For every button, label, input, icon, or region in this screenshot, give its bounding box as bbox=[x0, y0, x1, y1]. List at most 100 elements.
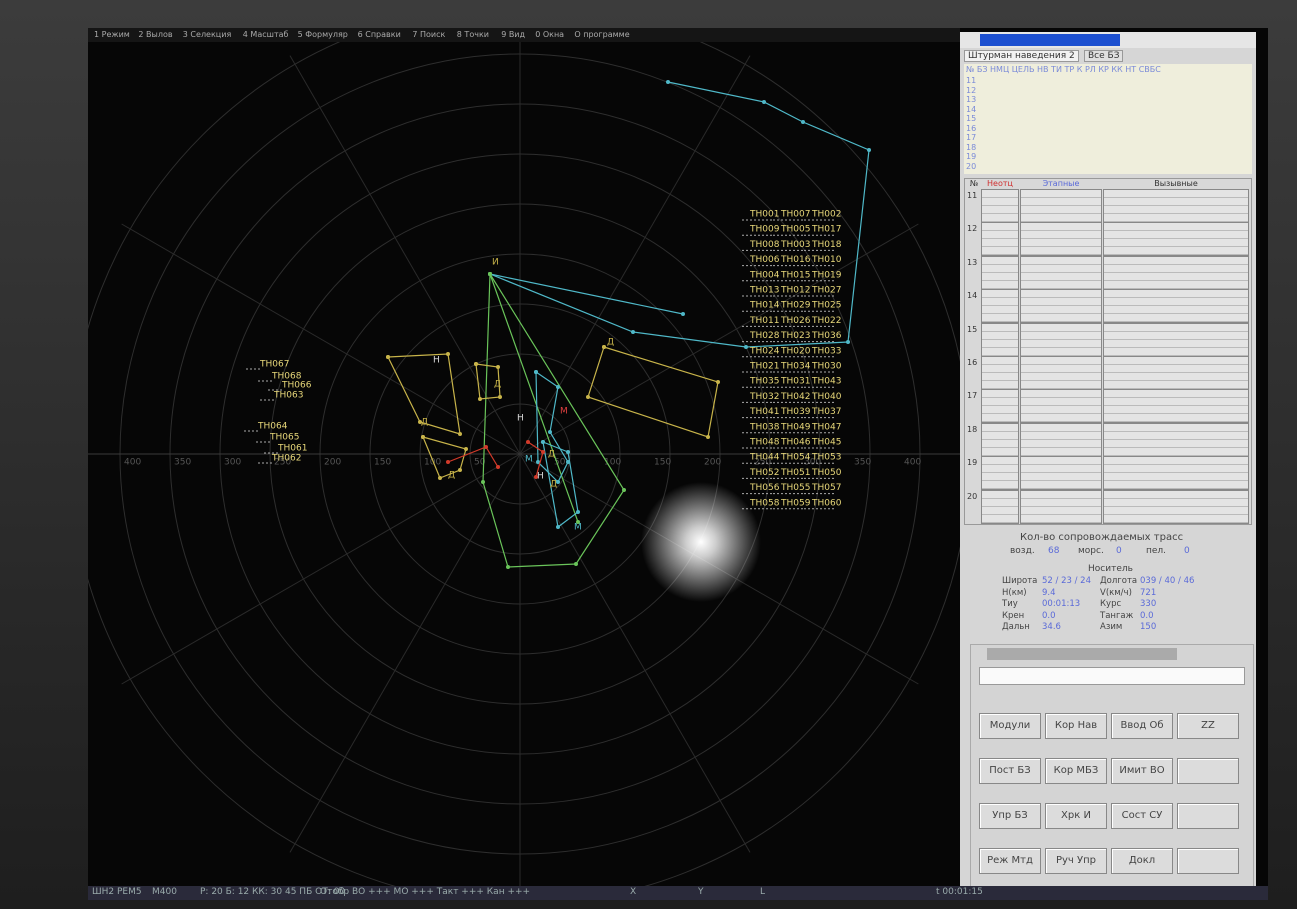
carrier-label: Долгота bbox=[1100, 576, 1138, 586]
menu-item[interactable]: 2 Вылов bbox=[138, 30, 173, 39]
path-point bbox=[556, 385, 560, 389]
menu-item[interactable]: О программе bbox=[574, 30, 630, 39]
menu-item[interactable]: 1 Режим bbox=[94, 30, 130, 39]
track-label: ТН036 bbox=[811, 331, 842, 341]
list-row-number: 20 bbox=[966, 161, 977, 171]
carrier-value: 150 bbox=[1140, 622, 1157, 632]
track-label: ТН057 bbox=[811, 483, 841, 493]
carrier-label: Тангаж bbox=[1100, 610, 1134, 621]
track-marker: Д bbox=[550, 480, 557, 490]
tab[interactable]: Штурман наведения 2 bbox=[964, 50, 1079, 62]
menu-item[interactable]: 0 Окна bbox=[535, 30, 565, 39]
command-button[interactable]: Сост СУ bbox=[1111, 803, 1173, 829]
bearing-line bbox=[289, 55, 521, 455]
path-point bbox=[586, 395, 590, 399]
table-cell bbox=[1020, 255, 1102, 290]
command-button[interactable]: Пост БЗ bbox=[979, 758, 1041, 784]
table-cell bbox=[981, 322, 1019, 357]
table-cell bbox=[981, 356, 1019, 390]
menu-item[interactable]: 7 Поиск bbox=[412, 30, 446, 39]
carrier-label: Крен bbox=[1002, 610, 1025, 621]
track-label: ТН008 bbox=[749, 240, 780, 250]
track-marker: Д bbox=[448, 471, 455, 481]
command-button[interactable]: Докл bbox=[1111, 848, 1173, 874]
command-button[interactable]: Реж Мтд bbox=[979, 848, 1041, 874]
command-button[interactable]: Кор МБЗ bbox=[1045, 758, 1107, 784]
carrier-value: 9.4 bbox=[1042, 587, 1056, 598]
command-button[interactable]: Хрк И bbox=[1045, 803, 1107, 829]
track-label: ТН025 bbox=[811, 301, 841, 311]
path-point bbox=[496, 365, 500, 369]
table-header: Неотц bbox=[987, 179, 1013, 188]
table-cell bbox=[1020, 489, 1102, 524]
range-label: 100 bbox=[424, 458, 441, 468]
carrier-title: Носитель bbox=[1088, 564, 1133, 574]
status-bar: ШН2 РЕМ5 М400 Р: 20 Б: 12 КК: 30 45 ПБ ОТ:… bbox=[88, 886, 1268, 900]
path-point bbox=[548, 430, 552, 434]
bearing-line bbox=[289, 453, 521, 853]
track-label: ТН010 bbox=[811, 255, 842, 265]
command-button[interactable]: Ввод Об bbox=[1111, 713, 1173, 739]
table-row-number: 11 bbox=[967, 191, 978, 200]
command-input[interactable] bbox=[979, 667, 1245, 685]
command-button[interactable] bbox=[1177, 758, 1239, 784]
track-label: ТН055 bbox=[780, 483, 810, 493]
command-button[interactable]: Модули bbox=[979, 713, 1041, 739]
track-label: ТН040 bbox=[811, 392, 842, 402]
track-label: ТН034 bbox=[780, 362, 811, 372]
track-label: ТН011 bbox=[749, 316, 779, 326]
status-field: t 00:01:15 bbox=[936, 887, 983, 897]
menu-item[interactable]: 6 Справки bbox=[357, 30, 401, 39]
control-window: Модули Кор Нав Ввод Об ZZ Пост БЗ Кор МБЗ Имит… bbox=[970, 644, 1254, 888]
menu-bar: 1 Режим 2 Вылов 3 Селекция 4 Масштаб 5 Форму… bbox=[88, 28, 960, 42]
menu-item[interactable]: 5 Формуляр bbox=[297, 30, 348, 39]
tracks-value: 68 bbox=[1048, 546, 1060, 556]
path-point bbox=[666, 80, 670, 84]
table-cell bbox=[1020, 289, 1102, 324]
command-button[interactable] bbox=[1177, 848, 1239, 874]
list-row-number: 14 bbox=[966, 104, 977, 114]
track-label: ТН062 bbox=[271, 454, 301, 464]
route-cyan bbox=[489, 81, 870, 348]
path-point bbox=[458, 468, 462, 472]
command-button[interactable]: Кор Нав bbox=[1045, 713, 1107, 739]
menu-item[interactable]: 4 Масштаб bbox=[242, 30, 289, 39]
target-list: № БЗ НМЦ ЦЕЛЬ НВ ТИ ТР К РЛ КР КК НТ СВБ… bbox=[964, 64, 1252, 174]
track-label: ТН058 bbox=[749, 498, 780, 508]
route-cyan bbox=[489, 273, 684, 315]
route-green bbox=[482, 273, 625, 568]
status-field: Отобр ВО +++ МО +++ Такт +++ Кан +++ bbox=[320, 887, 531, 897]
path-point bbox=[438, 476, 442, 480]
list-row-number: 18 bbox=[966, 142, 977, 152]
command-button[interactable] bbox=[1177, 803, 1239, 829]
range-label: 50 bbox=[474, 458, 486, 468]
menu-item[interactable]: 3 Селекция bbox=[182, 30, 232, 39]
carrier-value: 0.0 bbox=[1042, 610, 1056, 621]
menu-item[interactable]: 8 Точки bbox=[456, 30, 489, 39]
command-button[interactable]: Упр БЗ bbox=[979, 803, 1041, 829]
track-label: ТН045 bbox=[811, 438, 841, 448]
track-label: ТН035 bbox=[749, 377, 779, 387]
command-button[interactable]: ZZ bbox=[1177, 713, 1239, 739]
table-header: Вызывные bbox=[1154, 179, 1198, 188]
tab[interactable]: Все БЗ bbox=[1084, 50, 1124, 62]
path-point bbox=[541, 450, 545, 454]
track-label: ТН063 bbox=[273, 391, 303, 401]
table-header: № bbox=[969, 179, 979, 188]
track-label: ТН026 bbox=[780, 316, 811, 326]
route-red bbox=[447, 446, 499, 468]
track-label: ТН060 bbox=[811, 498, 842, 508]
carrier-label: Тиу bbox=[1002, 599, 1018, 609]
menu-item[interactable]: 9 Вид bbox=[501, 30, 526, 39]
command-button[interactable]: Имит ВО bbox=[1111, 758, 1173, 784]
path-point bbox=[481, 480, 485, 484]
path-point bbox=[498, 395, 502, 399]
command-button[interactable]: Руч Упр bbox=[1045, 848, 1107, 874]
range-label: 350 bbox=[174, 458, 191, 468]
range-label: 150 bbox=[654, 458, 671, 468]
track-label: ТН044 bbox=[749, 453, 780, 463]
status-field: X bbox=[630, 887, 637, 897]
carrier-value: 34.6 bbox=[1042, 622, 1061, 632]
track-label: ТН027 bbox=[811, 286, 841, 296]
track-label: ТН020 bbox=[780, 346, 811, 356]
